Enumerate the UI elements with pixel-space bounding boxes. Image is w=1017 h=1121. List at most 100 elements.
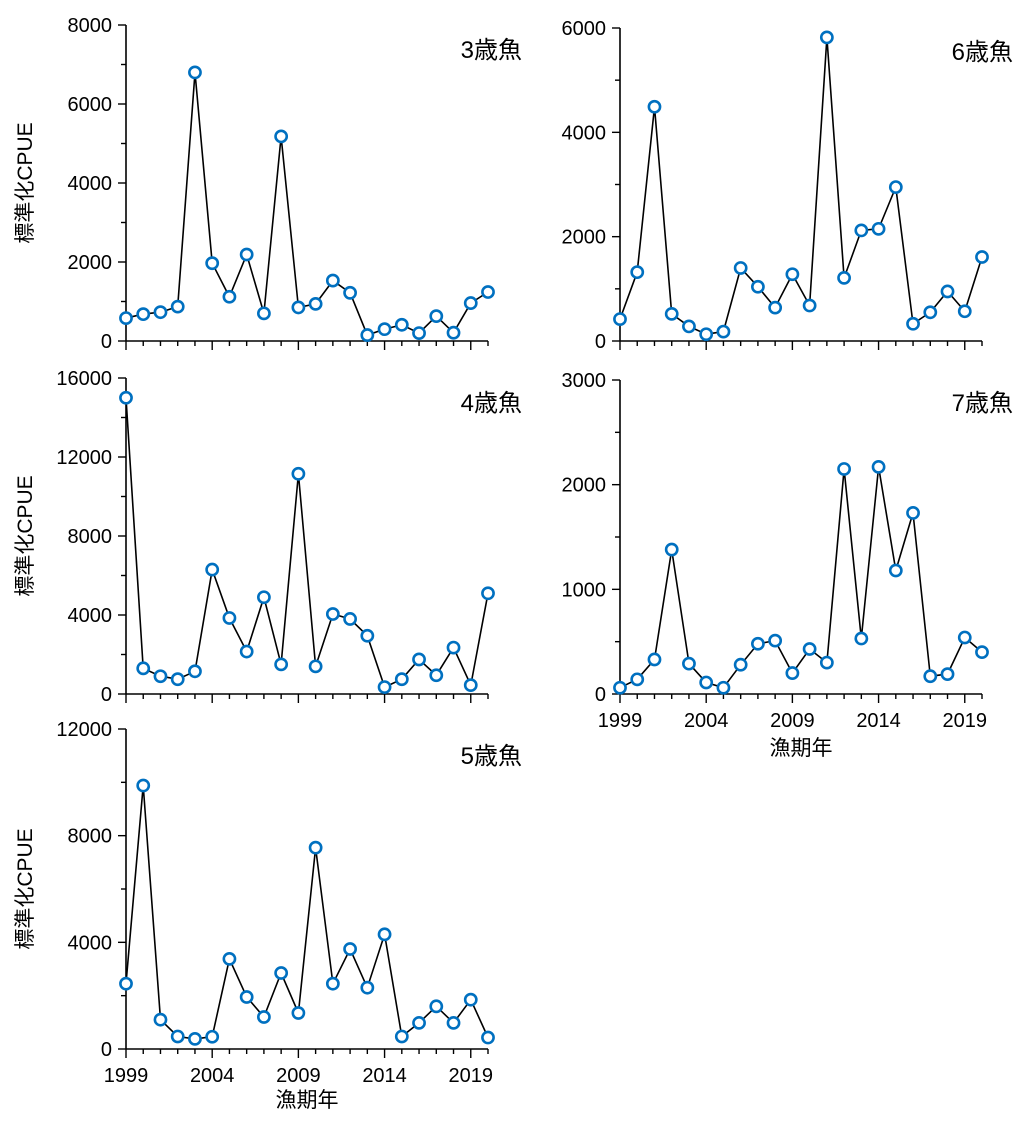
panel-title: 4歳魚 — [461, 390, 522, 417]
chart-panel-5: 3000 2000 1000 0 1999 2004 2009 2014 2019 漁期年 7歳魚 — [562, 370, 1014, 760]
data-point — [446, 1015, 461, 1030]
data-point — [768, 633, 783, 648]
data-point — [613, 312, 627, 326]
y-tick-label: 12000 — [56, 719, 112, 741]
data-point — [957, 630, 972, 645]
data-point — [785, 666, 800, 680]
data-point — [257, 1010, 271, 1024]
data-point — [308, 296, 323, 311]
y-tick-label: 0 — [101, 684, 112, 706]
data-point — [274, 657, 289, 672]
data-point — [664, 306, 679, 321]
data-point — [170, 1029, 185, 1044]
data-point — [239, 990, 254, 1004]
series-line — [125, 397, 489, 689]
data-point — [119, 976, 133, 991]
data-point — [343, 942, 357, 956]
data-point — [463, 992, 478, 1007]
data-point — [647, 652, 662, 667]
panel-title: 6歳魚 — [952, 39, 1013, 66]
y-tick-label: 16000 — [56, 368, 112, 390]
data-point — [343, 285, 357, 300]
data-point — [360, 980, 375, 995]
y-tick-label: 12000 — [56, 447, 112, 469]
data-point — [291, 466, 306, 481]
data-point — [957, 304, 972, 319]
data-point — [170, 672, 185, 687]
data-point — [429, 668, 444, 683]
y-tick-label: 2000 — [562, 475, 607, 497]
data-point — [205, 1029, 220, 1044]
data-point — [429, 309, 444, 324]
y-tick-label: 0 — [595, 684, 606, 706]
series-line — [125, 72, 489, 337]
data-point — [308, 659, 323, 674]
x-tick-label: 2009 — [770, 710, 815, 732]
y-axis-title: 標準化CPUE — [14, 828, 37, 949]
series-line — [125, 785, 489, 1040]
data-point — [613, 680, 627, 695]
data-point — [153, 669, 168, 684]
data-point — [481, 586, 495, 601]
y-tick-label: 6000 — [562, 18, 607, 40]
data-point — [871, 459, 886, 474]
data-point — [205, 562, 220, 577]
data-point — [647, 99, 662, 114]
y-tick-label: 0 — [101, 331, 112, 353]
data-point — [188, 664, 202, 679]
data-point — [412, 1015, 426, 1030]
data-point — [664, 542, 679, 557]
data-point — [785, 267, 800, 282]
chart-panel-3: 12000 8000 4000 0 1999 2004 2009 2014 2019 漁期年 標準化… — [14, 719, 522, 1112]
data-point — [682, 319, 696, 334]
y-tick-label: 1000 — [562, 579, 607, 601]
data-point — [274, 129, 289, 144]
y-tick-label: 2000 — [68, 252, 113, 274]
y-tick-label: 4000 — [68, 173, 113, 195]
data-point — [136, 307, 151, 322]
x-tick-label: 1999 — [104, 1065, 149, 1087]
y-tick-label: 4000 — [68, 932, 113, 954]
y-tick-label: 6000 — [68, 94, 113, 116]
data-point — [377, 322, 392, 337]
panel-title: 7歳魚 — [952, 390, 1013, 417]
data-point — [975, 645, 989, 660]
data-point — [888, 180, 903, 195]
data-point — [699, 327, 714, 342]
y-tick-label: 0 — [595, 331, 606, 353]
series-line — [619, 37, 983, 336]
x-axis-title: 漁期年 — [770, 737, 833, 760]
data-point — [325, 976, 340, 991]
data-point — [802, 642, 817, 656]
chart-panel-1: 8000 6000 4000 2000 0 標準化CPUE 3歳魚 — [14, 15, 522, 353]
y-axis-title: 標準化CPUE — [14, 475, 37, 596]
data-point — [975, 250, 989, 264]
data-point — [699, 675, 714, 690]
data-point — [446, 325, 461, 340]
x-tick-label: 2019 — [449, 1065, 494, 1087]
data-point — [854, 631, 869, 646]
data-point — [630, 672, 645, 687]
data-point — [291, 1006, 306, 1020]
data-point — [412, 652, 426, 667]
data-point — [239, 247, 254, 262]
data-point — [733, 261, 748, 275]
data-point — [136, 661, 151, 676]
data-point — [377, 927, 392, 942]
data-point — [343, 612, 357, 626]
data-point — [463, 296, 478, 310]
y-tick-label: 8000 — [68, 826, 113, 848]
data-point — [429, 999, 444, 1014]
data-point — [906, 316, 920, 331]
data-point — [837, 462, 851, 476]
y-tick-label: 8000 — [68, 526, 113, 548]
y-tick-label: 0 — [101, 1039, 112, 1061]
data-point — [819, 655, 834, 670]
x-tick-label: 2014 — [362, 1065, 407, 1087]
data-point — [360, 328, 375, 342]
data-point — [188, 65, 202, 80]
data-point — [733, 657, 748, 672]
x-tick-label: 2004 — [684, 710, 729, 732]
data-point — [394, 317, 409, 332]
